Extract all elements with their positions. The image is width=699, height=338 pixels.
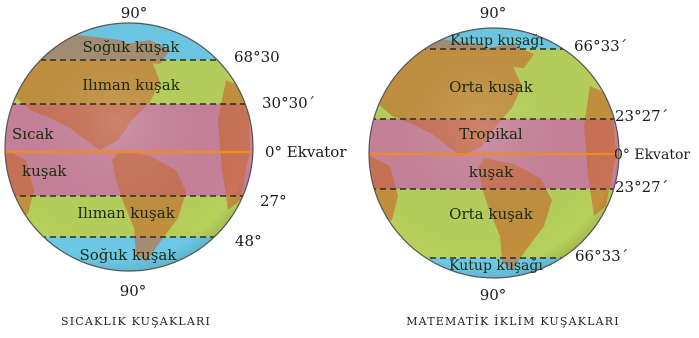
label-polar-north: Kutup kuşağı <box>450 33 544 49</box>
label-cold-north: Soğuk kuşak <box>83 38 181 56</box>
lat-23-27-south: 23°27´ <box>615 178 668 196</box>
lat-equator-left: 0° Ekvator <box>265 143 347 161</box>
lat-27: 27° <box>260 192 287 210</box>
label-cold-south: Soğuk kuşak <box>80 246 178 264</box>
label-tropical-line1: Tropikal <box>459 125 523 143</box>
label-middle-south: Orta kuşak <box>449 205 534 223</box>
lat-48: 48° <box>235 232 262 250</box>
right-globe: Kutup kuşağı Orta kuşak Tropikal kuşak O… <box>368 4 690 328</box>
label-tropical-line2: kuşak <box>469 163 514 181</box>
lat-68-30: 68°30 <box>234 48 280 66</box>
label-temperate-south: Ilıman kuşak <box>77 204 176 222</box>
left-globe: Soğuk kuşak Ilıman kuşak Sıcak kuşak Ilı… <box>4 4 347 328</box>
lat-66-33-south: 66°33´ <box>575 247 628 265</box>
right-bottom-90: 90° <box>480 286 507 304</box>
left-bottom-90: 90° <box>120 282 147 300</box>
label-polar-south: Kutup kuşağı <box>449 258 543 274</box>
label-temperate-north: Ilıman kuşak <box>82 76 181 94</box>
left-top-90: 90° <box>121 4 148 22</box>
right-top-90: 90° <box>480 4 507 22</box>
left-caption: SICAKLIK KUŞAKLARI <box>61 315 211 328</box>
lat-23-27-north: 23°27´ <box>615 107 668 125</box>
left-globe-outline <box>4 22 254 272</box>
right-globe-outline <box>368 27 620 279</box>
label-middle-north: Orta kuşak <box>449 78 534 96</box>
label-hot-line1: Sıcak <box>12 125 54 143</box>
label-hot-line2: kuşak <box>22 162 67 180</box>
lat-30-30: 30°30´ <box>262 94 315 112</box>
right-caption: MATEMATİK İKLİM KUŞAKLARI <box>406 314 620 328</box>
lat-66-33-north: 66°33´ <box>574 37 627 55</box>
lat-equator-right: 0° Ekvator <box>614 147 690 163</box>
